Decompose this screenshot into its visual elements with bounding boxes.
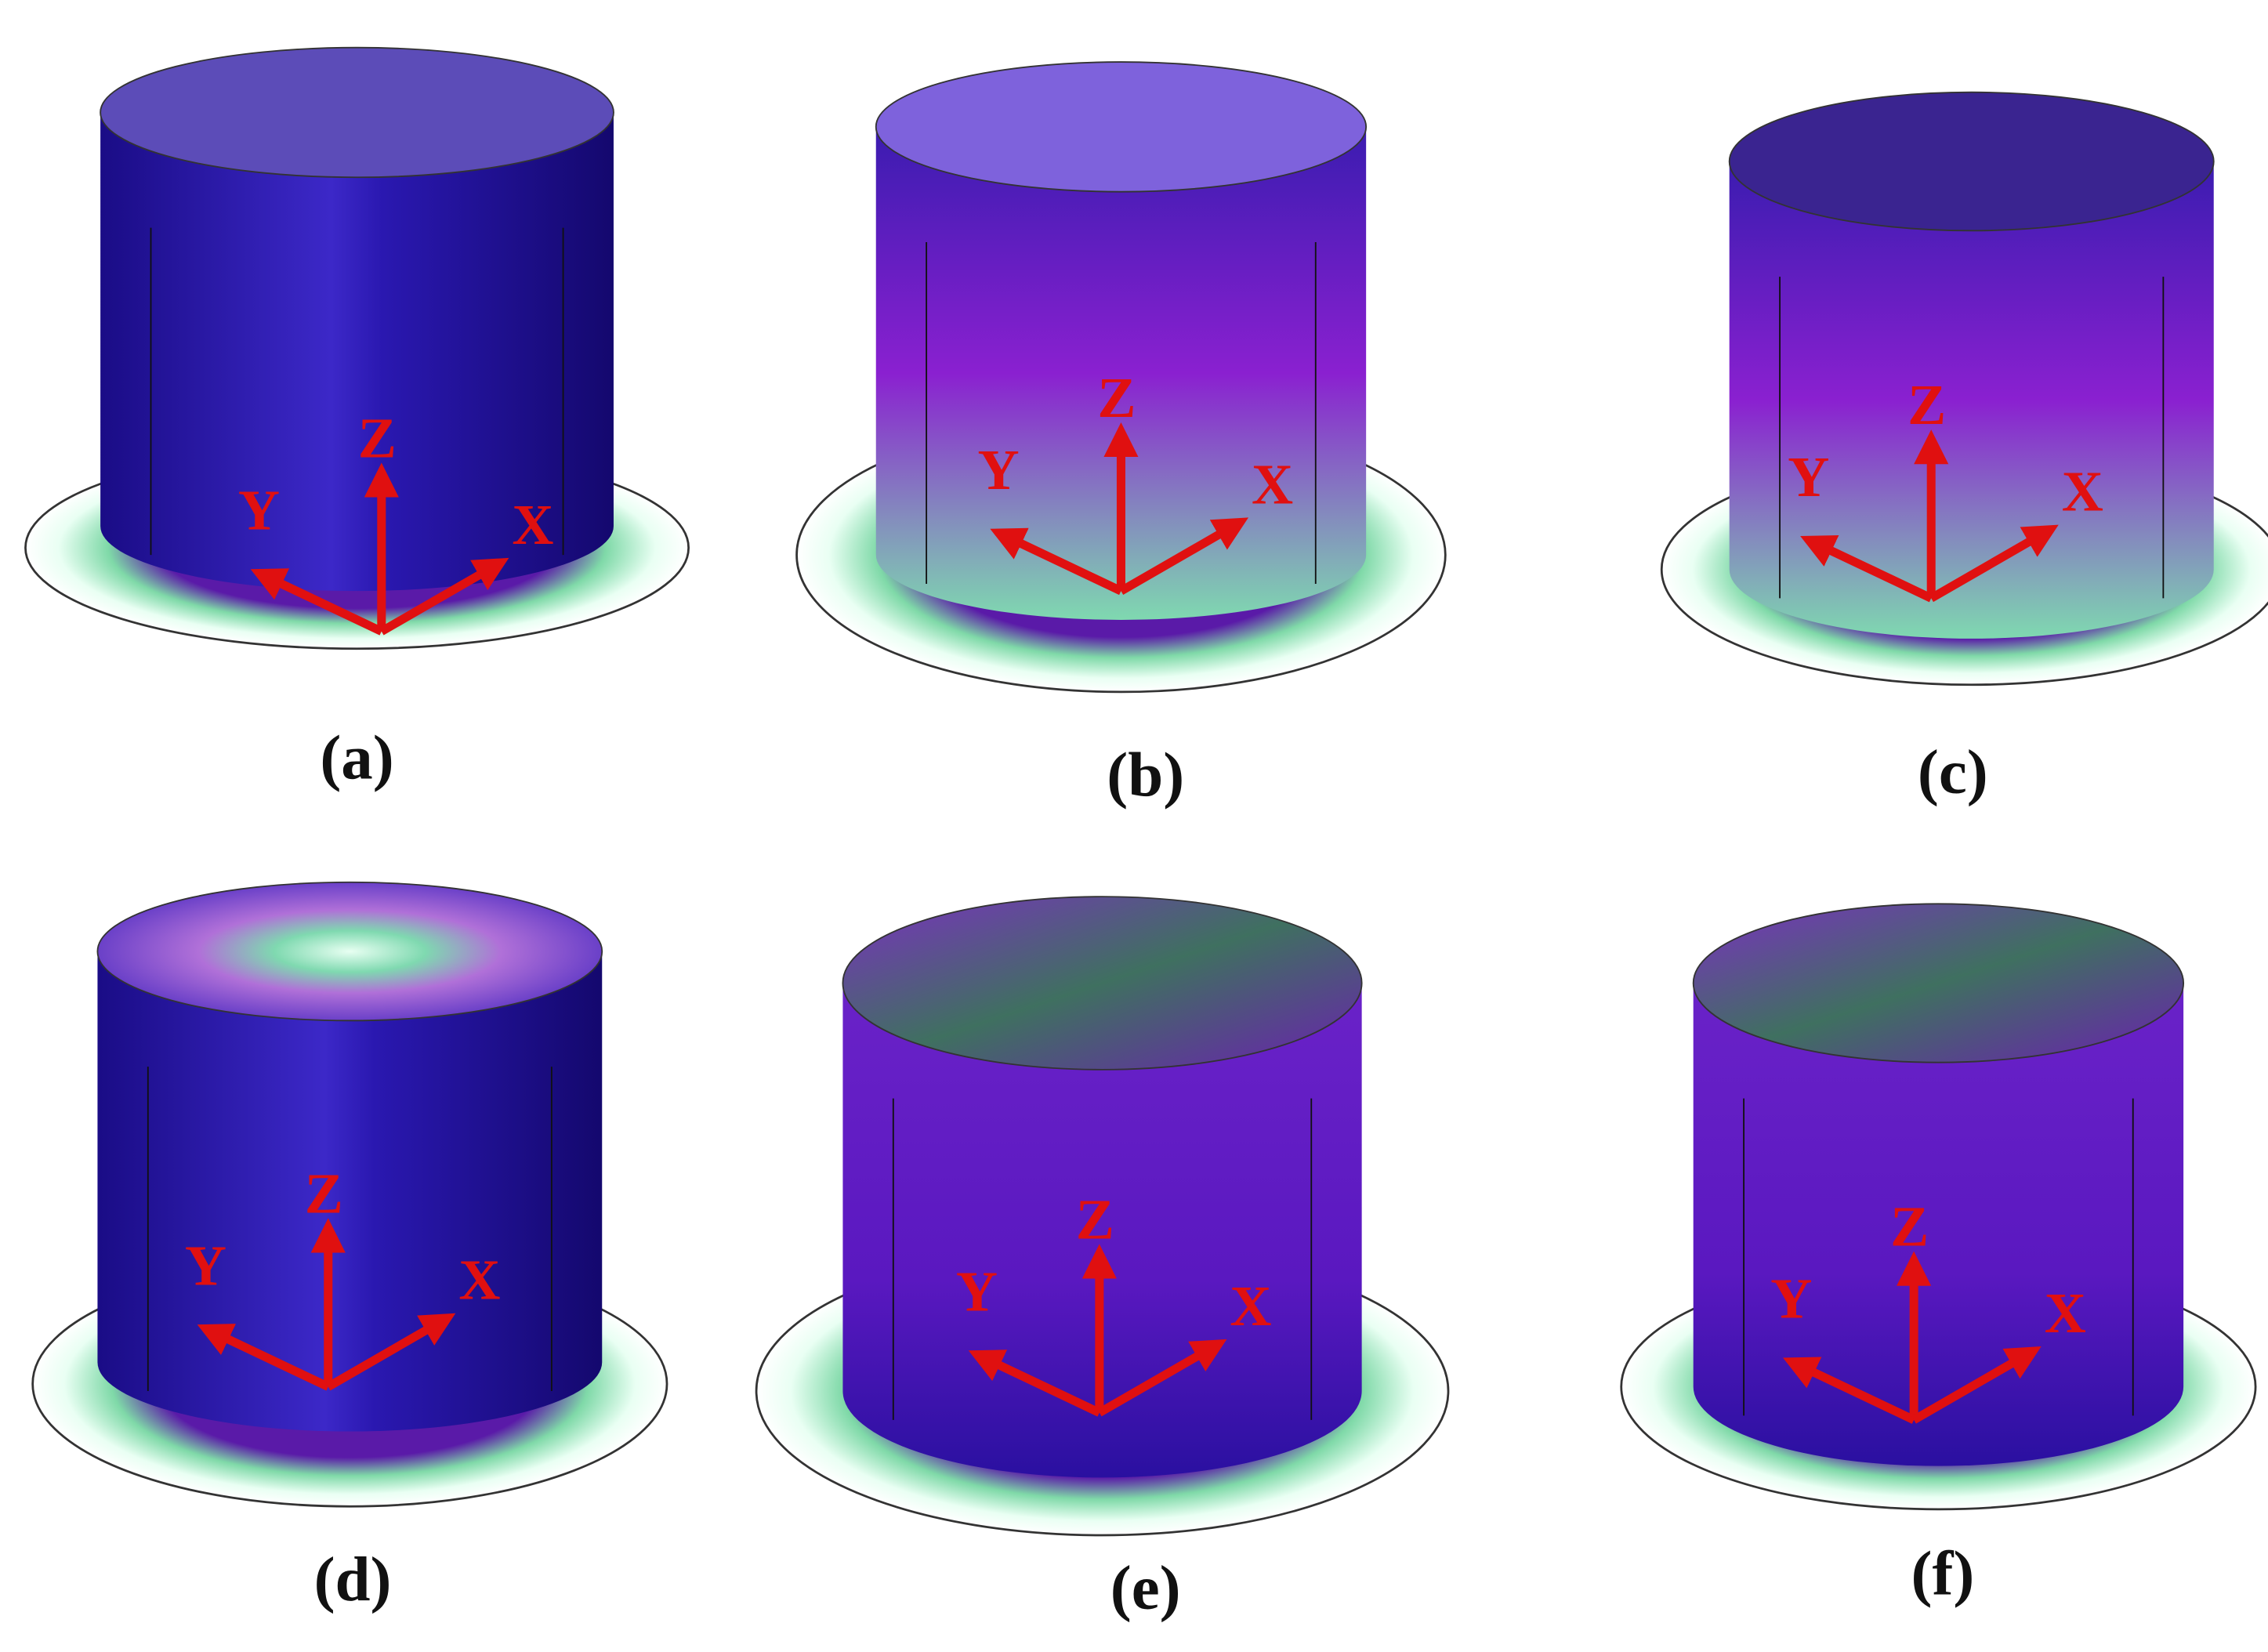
- axis-arrow: [968, 1349, 1102, 1417]
- axis-label-x: X: [2062, 458, 2103, 523]
- axis-arrow: [1097, 1339, 1227, 1417]
- panel-label: (b): [1107, 740, 1184, 810]
- cylinder-top: [100, 46, 614, 179]
- panel-label: (f): [1911, 1538, 1975, 1609]
- axis-label-y: Y: [1788, 444, 1829, 509]
- axis-arrow: [1929, 524, 2059, 603]
- cylinder-body: [100, 112, 614, 592]
- axis-label-z: Z: [1097, 365, 1136, 429]
- axis-label-z: Z: [358, 405, 397, 469]
- axis-arrow: [1800, 535, 1933, 603]
- panel-label: (e): [1110, 1552, 1181, 1623]
- panel-label: (c): [1918, 737, 1988, 807]
- axis-label-z: Z: [1908, 372, 1946, 437]
- axis-label-z: Z: [1076, 1186, 1114, 1251]
- axis-arrow: [325, 1313, 456, 1391]
- panel-label: (d): [314, 1544, 392, 1614]
- cylinder-top: [842, 896, 1363, 1071]
- axis-label-x: X: [1252, 451, 1293, 516]
- cylinder-body: [1729, 161, 2214, 639]
- cylinder-body: [1693, 983, 2184, 1466]
- cylinder-top: [1692, 903, 2185, 1063]
- axis-label-z: Z: [1890, 1194, 1929, 1259]
- axis-label-y: Y: [978, 437, 1020, 502]
- cylinder-top: [875, 61, 1368, 193]
- axis-arrow: [250, 568, 384, 636]
- axis-arrow: [1118, 517, 1249, 595]
- axis-label-y: Y: [185, 1233, 226, 1297]
- axis-label-y: Y: [1770, 1266, 1812, 1331]
- axis-arrow: [379, 557, 509, 636]
- axis-arrow: [1783, 1357, 1916, 1424]
- panel-label: (a): [320, 722, 393, 792]
- axis-label-y: Y: [956, 1259, 998, 1323]
- axis-arrow: [990, 527, 1123, 596]
- axis-label-x: X: [512, 492, 553, 556]
- cylinder-body: [875, 126, 1367, 620]
- cylinder-top: [1728, 91, 2215, 232]
- cylinder-top: [96, 881, 603, 1022]
- axis-label-y: Y: [238, 477, 280, 542]
- axis-arrow: [197, 1324, 331, 1391]
- axis-label-z: Z: [305, 1161, 343, 1225]
- axis-arrow: [1911, 1346, 2042, 1424]
- cylinder-body: [97, 951, 603, 1432]
- axis-label-x: X: [458, 1248, 500, 1312]
- axis-label-x: X: [1230, 1273, 1271, 1338]
- axis-label-x: X: [2045, 1281, 2086, 1345]
